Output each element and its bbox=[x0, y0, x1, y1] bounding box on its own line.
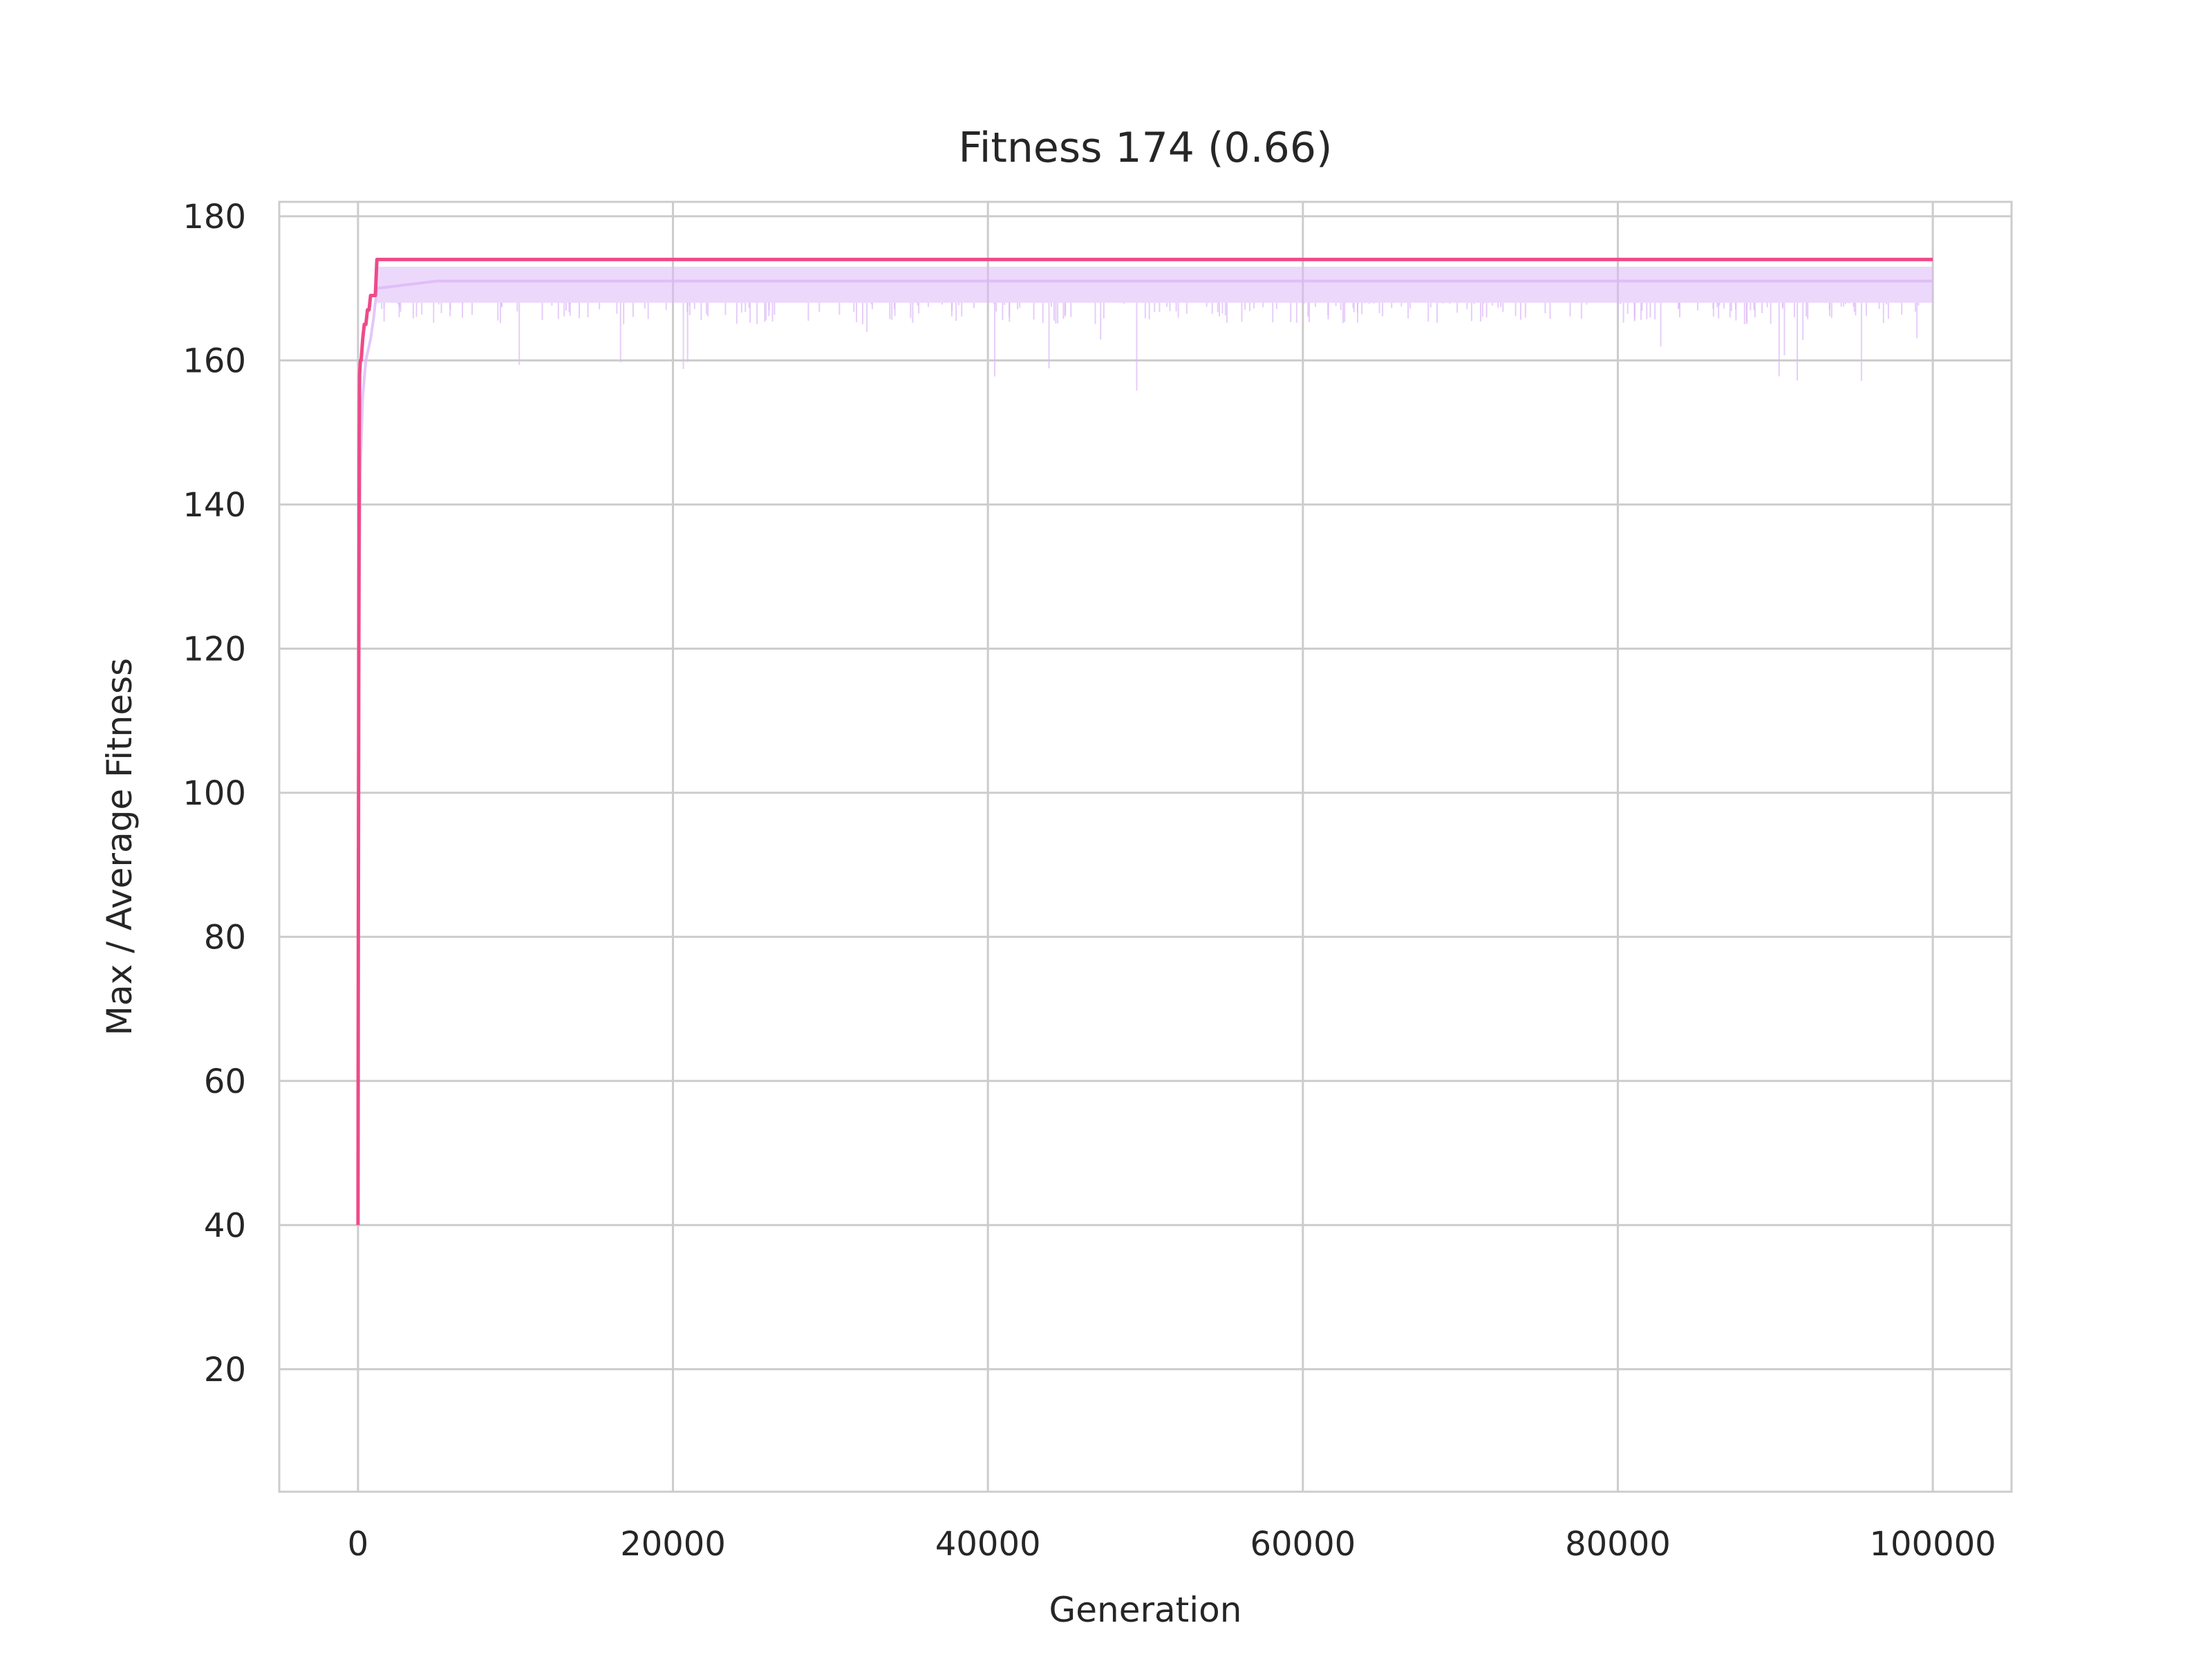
y-tick-label: 120 bbox=[182, 630, 246, 668]
chart-title: Fitness 174 (0.66) bbox=[959, 124, 1333, 172]
y-tick-label: 160 bbox=[182, 341, 246, 380]
x-tick-label: 0 bbox=[348, 1525, 369, 1564]
plot-frame bbox=[278, 200, 2013, 1493]
y-tick-label: 180 bbox=[182, 198, 246, 236]
tick-label-layer: 0 20000 40000 60000 80000 100000 20 40 60 80 100 12… bbox=[182, 198, 1996, 1564]
average-band-layer bbox=[356, 266, 1933, 1117]
y-tick-label: 40 bbox=[204, 1206, 246, 1245]
x-tick-label: 40000 bbox=[935, 1525, 1041, 1564]
x-tick-label: 20000 bbox=[620, 1525, 726, 1564]
x-axis-title: Generation bbox=[1049, 1590, 1242, 1630]
average-fitness-band bbox=[377, 266, 1933, 303]
series-layer bbox=[356, 257, 1933, 1226]
y-tick-label: 80 bbox=[204, 918, 246, 957]
x-tick-label: 100000 bbox=[1869, 1525, 1996, 1564]
y-tick-label: 140 bbox=[182, 486, 246, 525]
x-tick-label: 80000 bbox=[1565, 1525, 1671, 1564]
grid-layer bbox=[279, 202, 2012, 1492]
y-tick-label: 60 bbox=[204, 1062, 246, 1101]
max-fitness-line bbox=[356, 257, 1933, 1226]
x-tick-label: 60000 bbox=[1250, 1525, 1356, 1564]
y-axis-title: Max / Average Fitness bbox=[100, 658, 140, 1035]
y-tick-label: 20 bbox=[204, 1351, 246, 1389]
y-tick-label: 100 bbox=[182, 774, 246, 813]
average-fitness-line bbox=[356, 279, 1933, 1117]
